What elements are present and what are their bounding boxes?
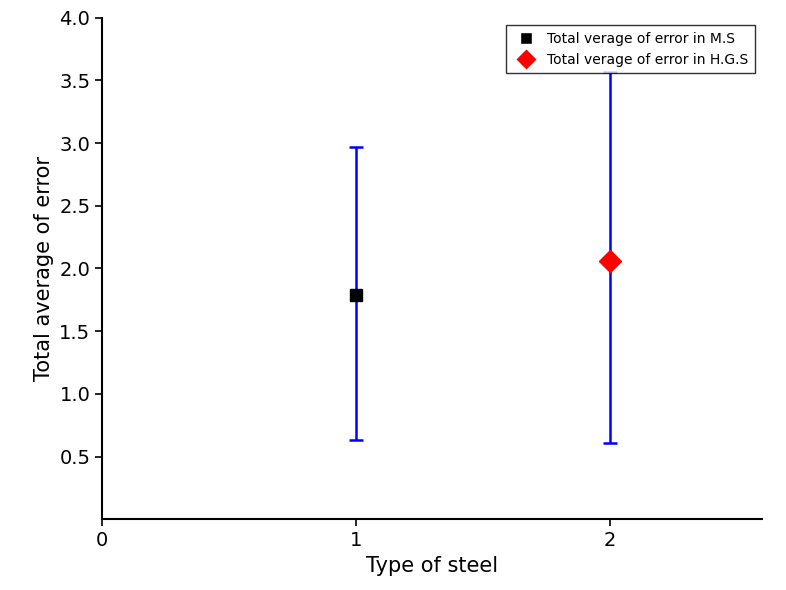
- Y-axis label: Total average of error: Total average of error: [34, 156, 53, 381]
- X-axis label: Type of steel: Type of steel: [366, 556, 498, 576]
- Legend: Total verage of error in M.S, Total verage of error in H.G.S: Total verage of error in M.S, Total vera…: [505, 25, 755, 74]
